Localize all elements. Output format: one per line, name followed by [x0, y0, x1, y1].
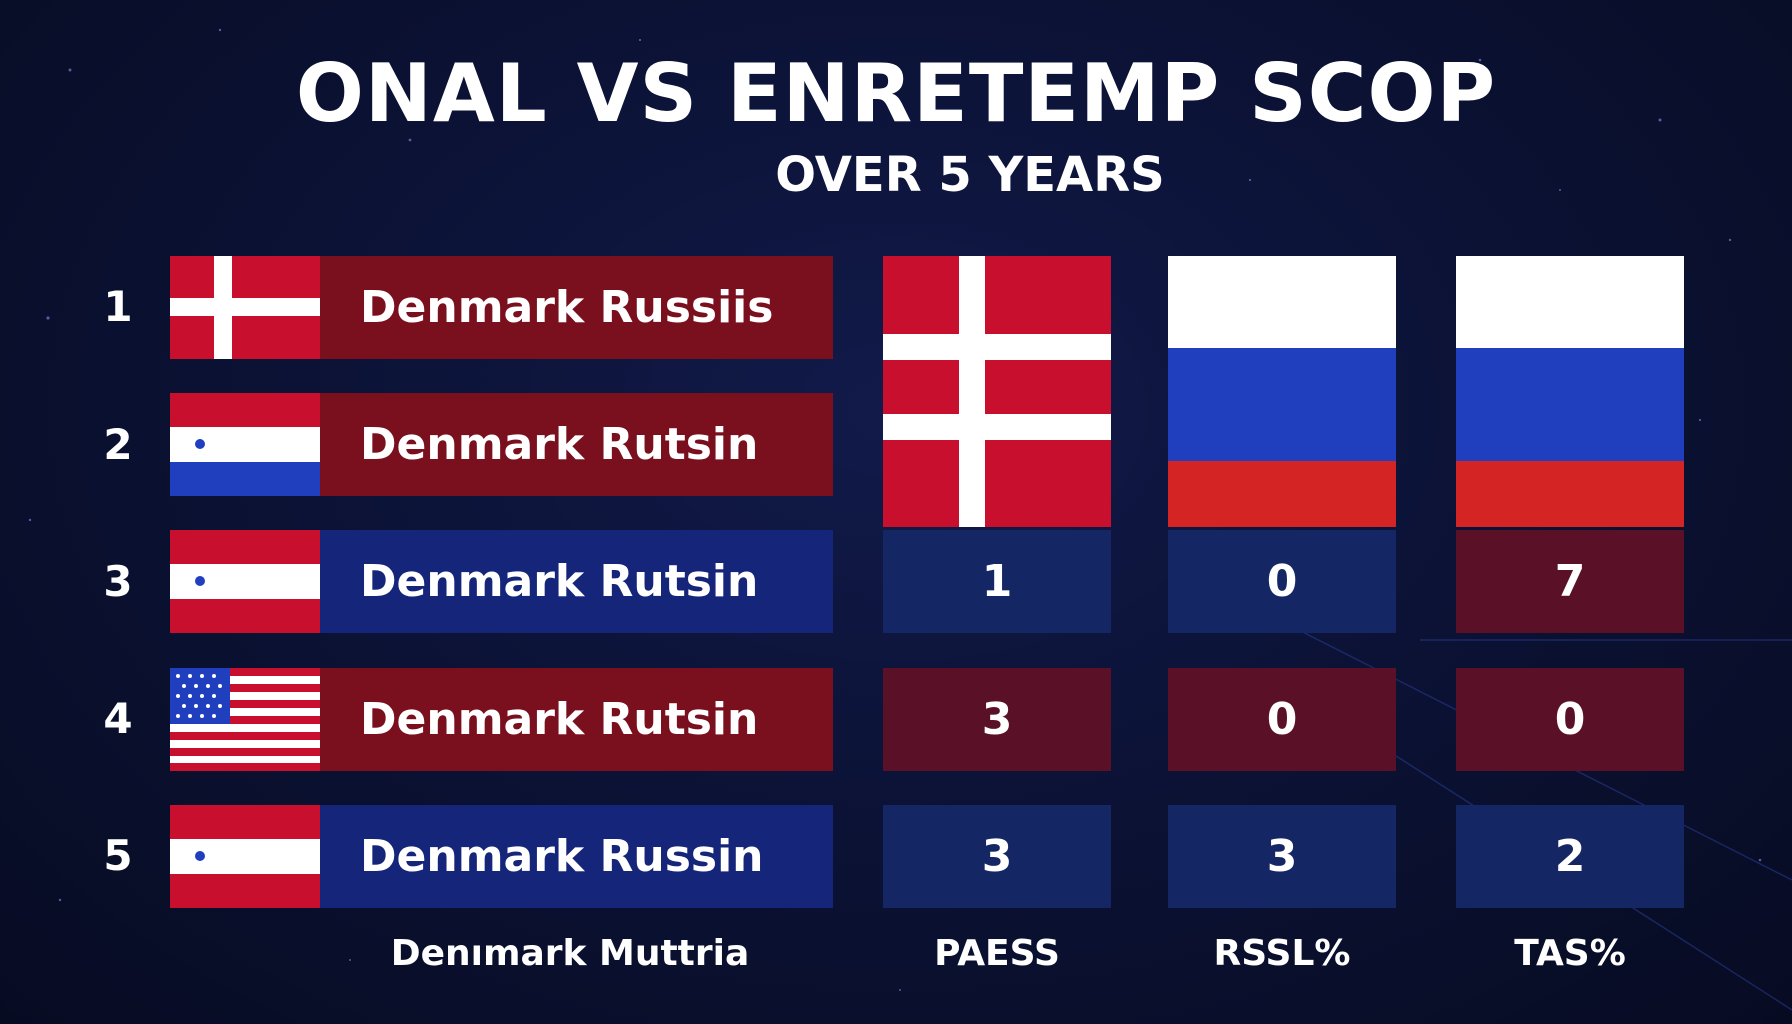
row-bar: Denmark Rutsin: [170, 668, 833, 771]
row-bar: Denmark Russiis: [170, 256, 833, 359]
value-cell: 0: [1168, 530, 1396, 633]
usa-flag-icon: [170, 668, 320, 771]
denmark-flag-icon: [170, 256, 320, 359]
austria-flag-icon: [170, 530, 320, 633]
denmark-flag-icon: [883, 256, 1111, 527]
row-label: Denmark Russiis: [360, 282, 774, 333]
value-cell: 1: [883, 530, 1111, 633]
row-label: Denmark Russin: [360, 831, 764, 882]
row-label: Denmark Rutsin: [360, 419, 759, 470]
value-cell: 0: [1168, 668, 1396, 771]
row-bar: Denmark Rutsin: [170, 530, 833, 633]
rank-number: 2: [103, 420, 133, 469]
rank-number: 4: [103, 694, 133, 743]
rank-number: 1: [103, 282, 133, 331]
chart-title: ONAL VS ENRETEMP SCOP: [295, 47, 1497, 140]
rank-number: 3: [103, 557, 133, 606]
value-cell: 0: [1456, 668, 1684, 771]
rank-number: 5: [103, 831, 133, 880]
value-cell: 7: [1456, 530, 1684, 633]
value-cell: 3: [883, 668, 1111, 771]
column-header: TAS%: [1514, 933, 1626, 974]
column-header: RSSL%: [1213, 933, 1351, 974]
austria-flag-icon: [170, 805, 320, 908]
row-label: Denmark Rutsin: [360, 694, 759, 745]
value-cell: 3: [1168, 805, 1396, 908]
chart-subtitle: OVER 5 YEARS: [775, 147, 1165, 203]
value-cell: 3: [883, 805, 1111, 908]
russia-flag-icon: [1456, 256, 1684, 527]
column-header: PAESS: [934, 933, 1060, 974]
row-bar: Denmark Rutsin: [170, 393, 833, 496]
row-label: Denmark Rutsin: [360, 556, 759, 607]
footer-label: Denımark Muttria: [390, 933, 750, 974]
row-bar: Denmark Russin: [170, 805, 833, 908]
value-cell: 2: [1456, 805, 1684, 908]
russia-flag-icon: [1168, 256, 1396, 527]
tricolor-flag-icon: [170, 393, 320, 496]
